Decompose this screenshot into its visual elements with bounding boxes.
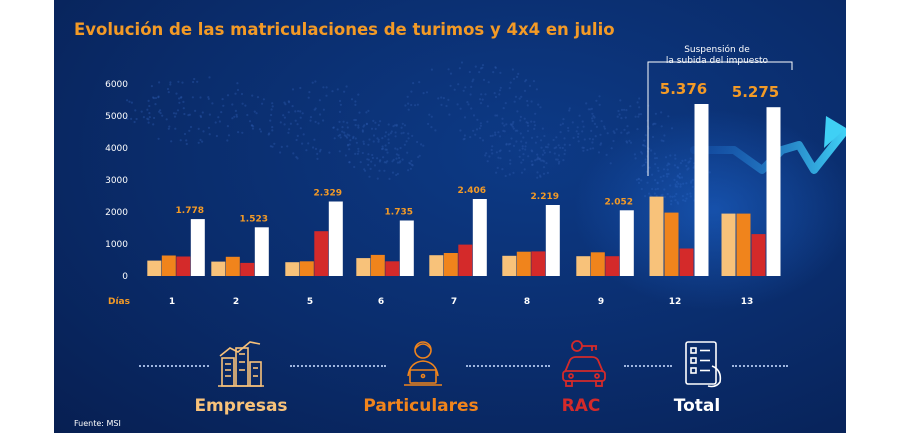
bar-total-6 [399,220,414,276]
total-labels: 1.778 1.523 2.329 1.735 2.406 2.219 2.052 5.376… [176,80,780,224]
bar-total-5 [328,201,343,276]
x-tick-label: 6 [378,297,384,307]
y-tick-label: 3000 [105,176,128,186]
total-label-9: 2.052 [605,197,633,207]
buildings-chart-icon [218,341,264,387]
bar-total-13 [766,107,781,276]
bar-empresas-8 [502,255,517,276]
checklist-icon [685,341,722,388]
bar-total-1 [190,219,205,276]
bar-empresas-13 [721,213,736,276]
bar-empresas-7 [429,255,444,276]
source-note: Fuente: MSI [74,419,121,428]
car-key-icon [562,340,606,387]
bars [147,104,781,276]
bar-rac-13 [751,234,766,276]
legend-particulares: Particulares [363,396,479,416]
tax-suspension-bracket [647,61,793,176]
y-tick-label: 2000 [105,208,128,218]
legend-empresas: Empresas [194,396,288,416]
legend-rac: RAC [561,396,601,416]
x-tick-label: 5 [307,297,313,307]
x-tick-label: 7 [451,297,457,307]
bar-total-9 [619,210,634,276]
person-laptop-icon [404,341,442,386]
y-tick-label: 6000 [105,80,128,90]
bar-empresas-2 [211,261,226,276]
y-tick-label: 1000 [105,240,128,250]
bar-total-7 [472,199,487,276]
bar-empresas-9 [576,256,591,276]
total-label-6: 1.735 [385,207,413,217]
bar-particulares-7 [443,253,458,276]
annotation-line-2: la subida del impuesto [666,56,769,66]
bar-empresas-6 [356,258,371,276]
chart-title: Evolución de las matriculaciones de turi… [74,20,615,39]
dotted-connector [139,365,209,367]
dotted-connector [732,365,788,367]
total-label-5: 2.329 [314,188,342,198]
x-tick-label: 13 [741,297,754,307]
x-tick-label: 12 [669,297,682,307]
bar-particulares-2 [225,256,240,276]
bar-rac-8 [531,251,546,276]
x-tick-label: 1 [169,297,175,307]
x-axis-label: Días [108,297,130,307]
bar-empresas-1 [147,260,162,276]
x-axis: Días 1 2 5 6 7 8 9 12 13 [108,297,753,307]
bar-empresas-12 [649,196,664,276]
annotation-line-1: Suspensión de [684,44,750,55]
bar-particulares-8 [516,251,531,276]
infographic-card: Evolución de las matriculaciones de turi… [54,0,846,433]
bar-total-12 [694,104,709,276]
bar-particulares-6 [370,254,385,276]
bar-rac-9 [605,256,620,276]
bar-empresas-5 [285,262,300,276]
x-tick-label: 8 [524,297,530,307]
x-tick-label: 2 [233,297,239,307]
total-label-7: 2.406 [458,186,486,196]
y-axis: 0 1000 2000 3000 4000 5000 6000 [105,80,128,282]
total-label-1: 1.778 [176,206,204,216]
total-label-8: 2.219 [531,192,559,202]
y-tick-label: 4000 [105,144,128,154]
y-tick-label: 0 [122,272,128,282]
dotted-connector [624,365,672,367]
bar-particulares-9 [590,252,605,276]
total-label-13: 5.275 [732,83,779,101]
bar-chart: Suspensión de la subida del impuesto 010… [105,44,846,310]
total-label-12: 5.376 [660,80,707,98]
bar-particulares-5 [299,261,314,276]
bar-rac-12 [679,248,694,276]
x-tick-label: 9 [598,297,604,307]
legend-total: Total [673,396,721,416]
dotted-connector [466,365,550,367]
trend-arrow-icon [690,116,846,174]
dotted-connector [290,365,386,367]
bar-total-2 [254,227,269,276]
bar-particulares-1 [161,255,176,276]
bar-rac-6 [385,261,400,276]
y-tick-label: 5000 [105,112,128,122]
bar-rac-1 [176,256,191,276]
bar-particulares-13 [736,213,751,276]
bar-total-8 [545,205,560,276]
bar-rac-2 [240,262,255,276]
highlight-glow [574,110,846,310]
bar-rac-7 [458,244,473,276]
total-label-2: 1.523 [240,214,268,224]
bar-rac-5 [314,231,329,276]
bar-particulares-12 [664,212,679,276]
